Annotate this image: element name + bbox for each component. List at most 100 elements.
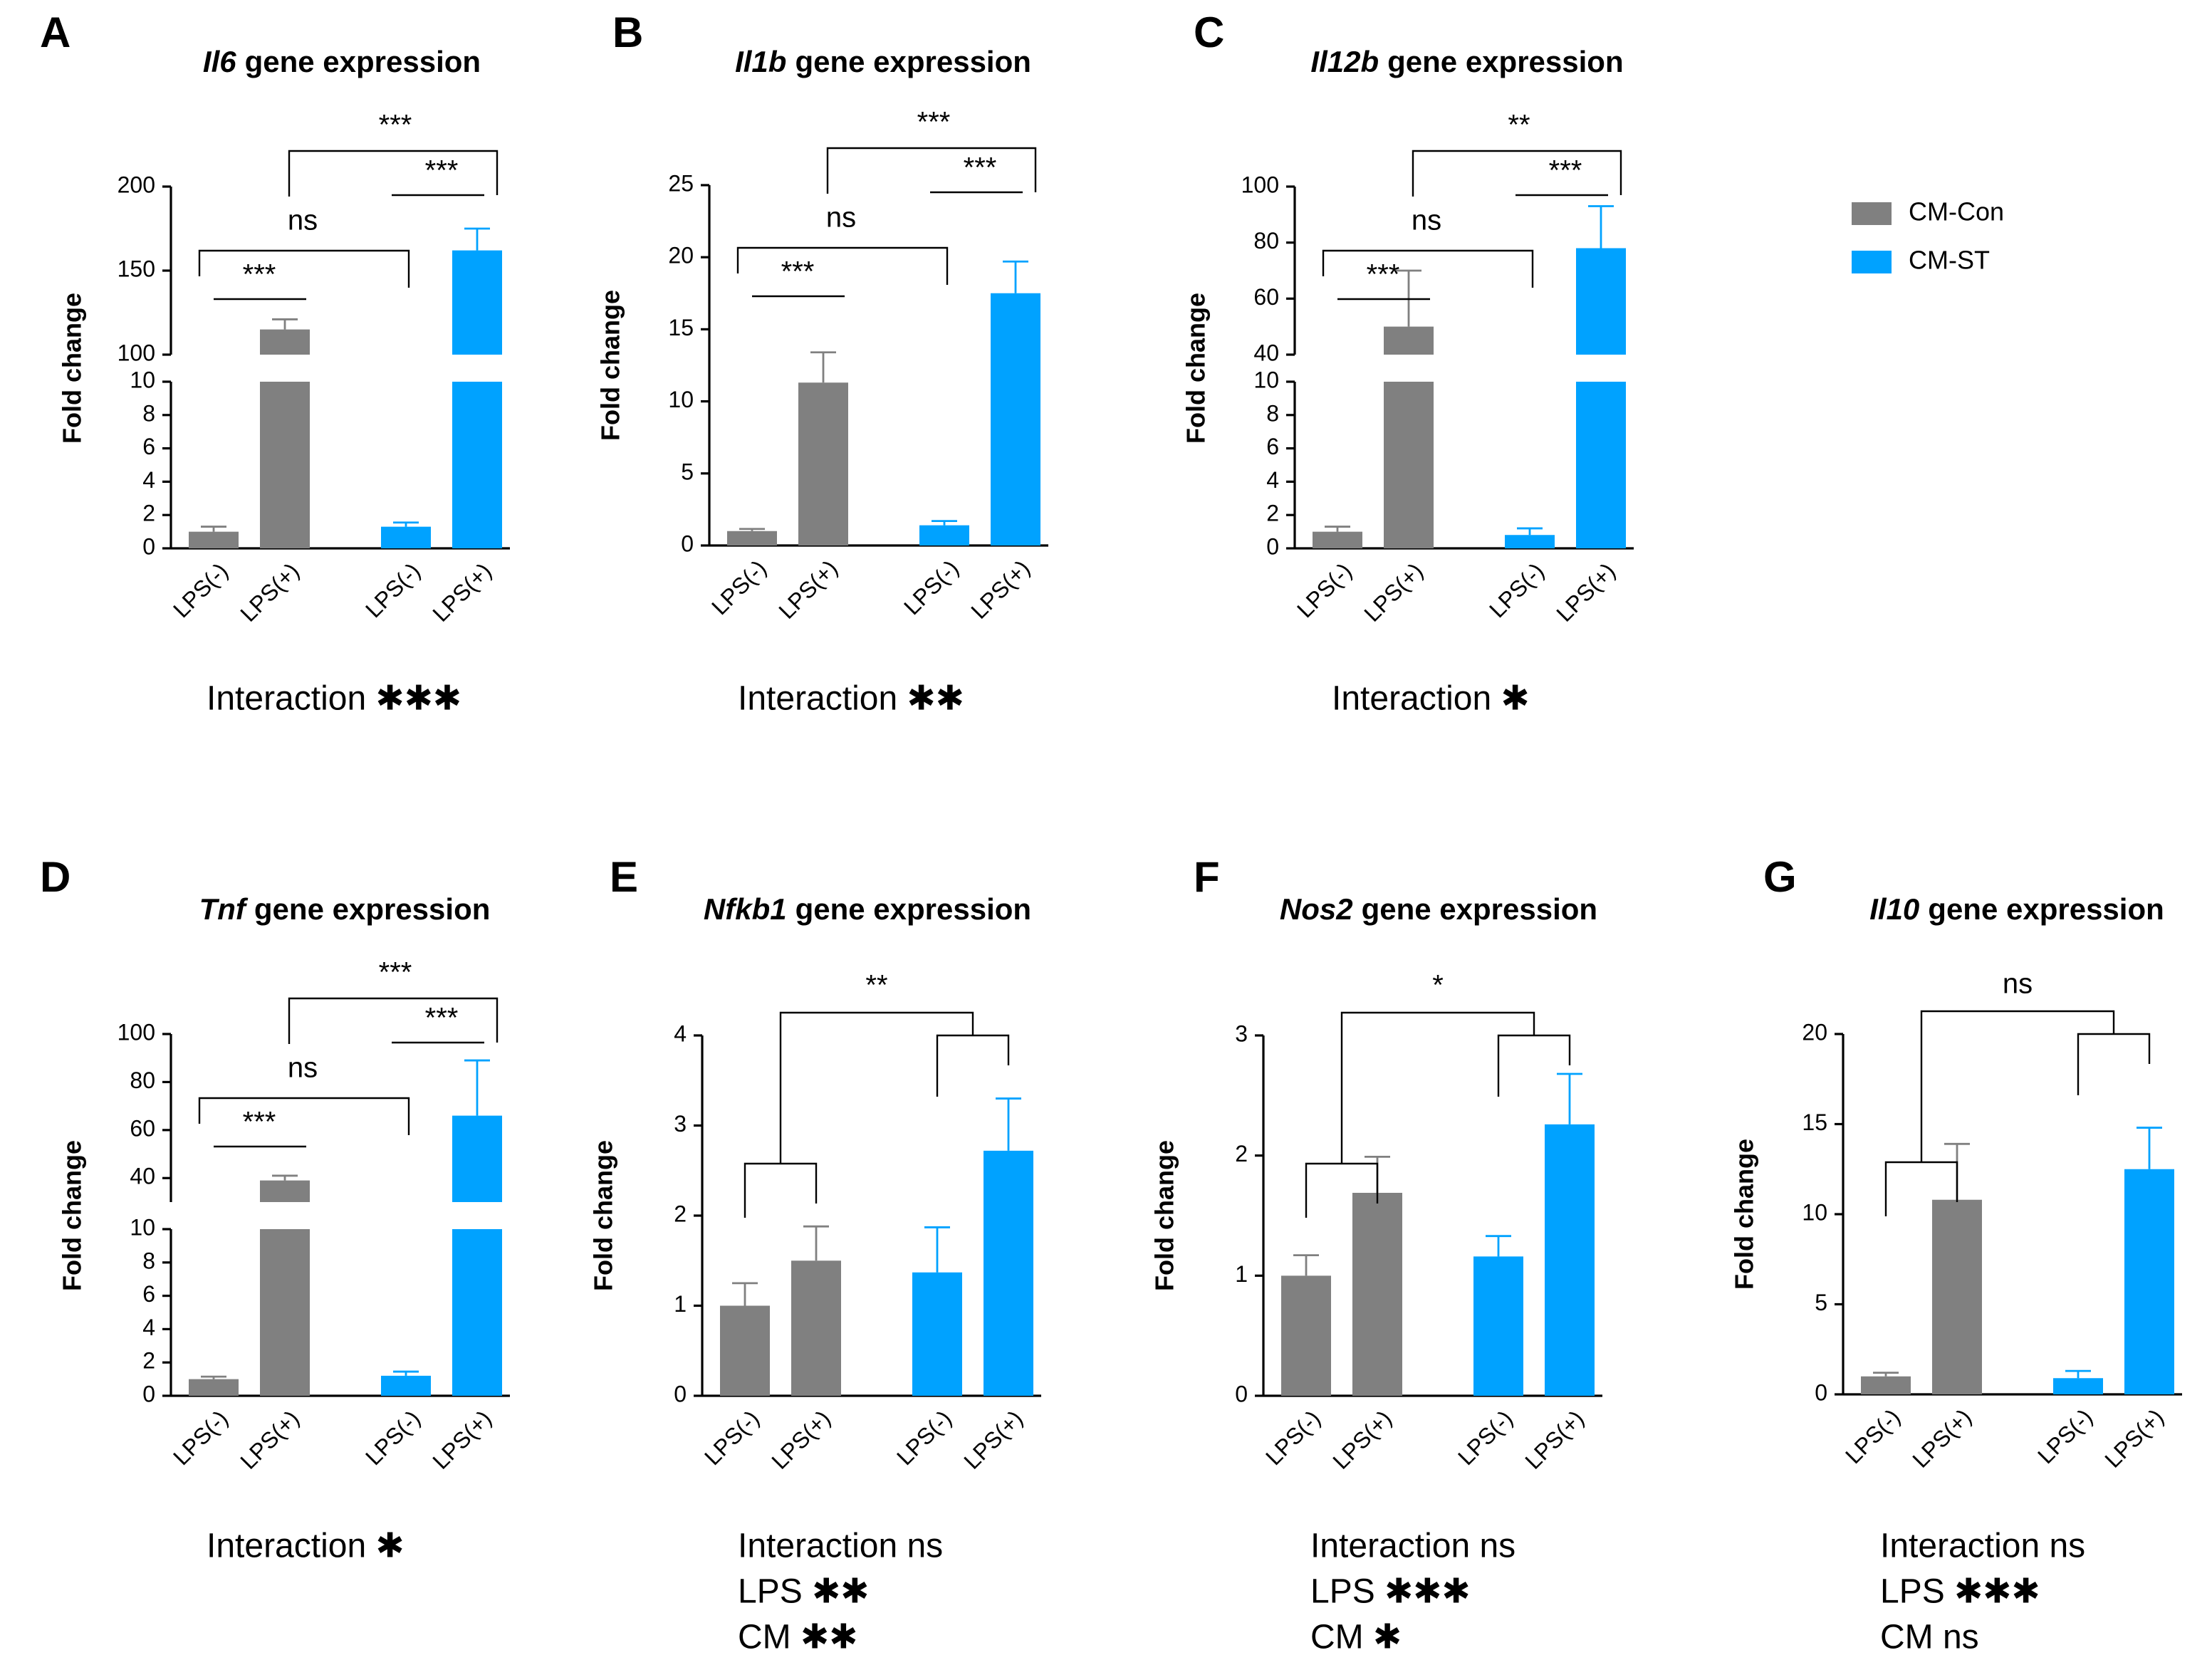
legend-swatch [1852,251,1892,273]
bar [991,293,1040,545]
panel-letter: G [1763,853,1797,901]
title-gene: Tnf [199,892,249,926]
y-tick-label: 0 [1235,1381,1248,1406]
significance-bracket [1412,150,1622,197]
bar [984,1150,1033,1396]
x-tick-label: LPS(-) [699,1405,764,1470]
chart-title: Il6 gene expression [203,45,481,78]
y-tick-label: 10 [668,387,694,412]
stat-text: CM ns [1880,1619,1979,1655]
significance-label: *** [243,259,276,291]
y-tick-label: 8 [142,1248,155,1273]
x-tick-label: LPS(+) [1359,558,1428,627]
y-tick-label: 8 [142,400,155,426]
significance-label: *** [425,155,459,187]
x-tick-label: LPS(-) [168,1405,233,1470]
chart-title: Il1b gene expression [735,45,1031,78]
x-tick-label: LPS(-) [892,1405,956,1470]
error-bar [393,521,419,527]
significance-label: * [1432,970,1444,1001]
legend-label: CM-Con [1909,197,2004,226]
bar [919,525,969,545]
y-tick-label: 0 [142,533,155,559]
y-tick-label: 20 [1802,1019,1827,1045]
x-tick-label: LPS(-) [1292,558,1357,622]
error-bar [1588,205,1614,249]
chart-title: Nos2 gene expression [1280,892,1597,926]
significance-label: ns [2003,969,2033,1000]
error-bar [1325,526,1350,532]
y-axis-label: Fold change [1150,1140,1179,1291]
y-tick-label: 10 [1253,367,1279,392]
x-tick-label: LPS(+) [766,1405,835,1474]
y-tick-label: 60 [130,1115,155,1141]
x-tick-label: LPS(-) [706,555,771,620]
y-tick-label: 2 [1235,1141,1248,1166]
error-bar [2137,1127,2162,1169]
y-tick-label: 100 [118,340,155,365]
error-bar [272,318,298,330]
error-bar [464,227,490,251]
chart-title: Il10 gene expression [1869,892,2164,926]
stat-text: Interaction ✱ [1332,680,1530,718]
panel-letter: F [1194,853,1220,901]
bar [381,1375,431,1396]
stat-text: LPS ✱✱ [738,1573,870,1611]
x-tick-label: LPS(-) [1840,1404,1905,1468]
stat-text: LPS ✱✱✱ [1310,1573,1471,1611]
error-bar [272,1174,298,1181]
x-tick-label: LPS(+) [1907,1404,1976,1473]
panel-letter: C [1194,9,1224,56]
chart-title: Nfkb1 gene expression [704,892,1031,926]
bar [720,1305,770,1396]
stat-text: CM ✱ [1310,1619,1402,1655]
title-gene: Il12b [1310,45,1379,78]
significance-label: *** [917,107,951,138]
x-tick-label: LPS(+) [427,1405,496,1474]
bar [260,329,310,548]
y-tick-label: 8 [1266,400,1279,426]
y-tick-label: 2 [142,501,155,526]
significance-label: ** [865,970,887,1001]
y-tick-label: 20 [668,243,694,268]
error-bar [1873,1372,1899,1377]
title-gene: Il1b [735,45,786,78]
title-gene: Nfkb1 [704,892,787,926]
x-tick-label: LPS(+) [1327,1405,1397,1474]
significance-bracket [198,1097,410,1135]
stat-text: LPS ✱✱✱ [1880,1573,2040,1611]
y-tick-label: 150 [118,256,155,281]
significance-bracket [2077,1033,2151,1095]
title-text: gene expression [254,892,490,926]
y-tick-label: 5 [1815,1290,1827,1315]
x-tick-label: LPS(+) [235,558,304,627]
x-tick-label: LPS(+) [966,555,1035,624]
bar [452,1115,502,1396]
chart-title: Tnf gene expression [199,892,491,926]
y-tick-label: 200 [118,172,155,197]
y-tick-label: 3 [1235,1020,1248,1046]
significance-label: *** [243,1107,276,1138]
y-axis-label: Fold change [58,1140,87,1291]
bar [2053,1378,2103,1394]
title-text: gene expression [245,45,481,78]
x-tick-label: LPS(-) [360,558,425,622]
y-tick-label: 0 [142,1381,155,1406]
y-tick-label: 100 [1241,172,1279,197]
significance-bracket [1340,1011,1535,1164]
significance-label: ** [1508,110,1530,141]
legend-label: CM-ST [1909,246,1990,275]
error-bar [739,528,765,531]
y-tick-label: 6 [142,1281,155,1307]
bar [1384,326,1434,548]
error-bar [996,1097,1021,1151]
error-bar [201,526,226,532]
y-tick-label: 4 [1266,467,1279,493]
y-tick-label: 4 [142,1315,155,1340]
significance-bracket [826,147,1037,194]
y-tick-label: 100 [118,1019,155,1045]
x-tick-label: LPS(-) [899,555,964,620]
stat-text: Interaction ns [1310,1528,1515,1565]
x-tick-label: LPS(+) [1520,1405,1589,1474]
y-tick-label: 1 [674,1291,687,1317]
